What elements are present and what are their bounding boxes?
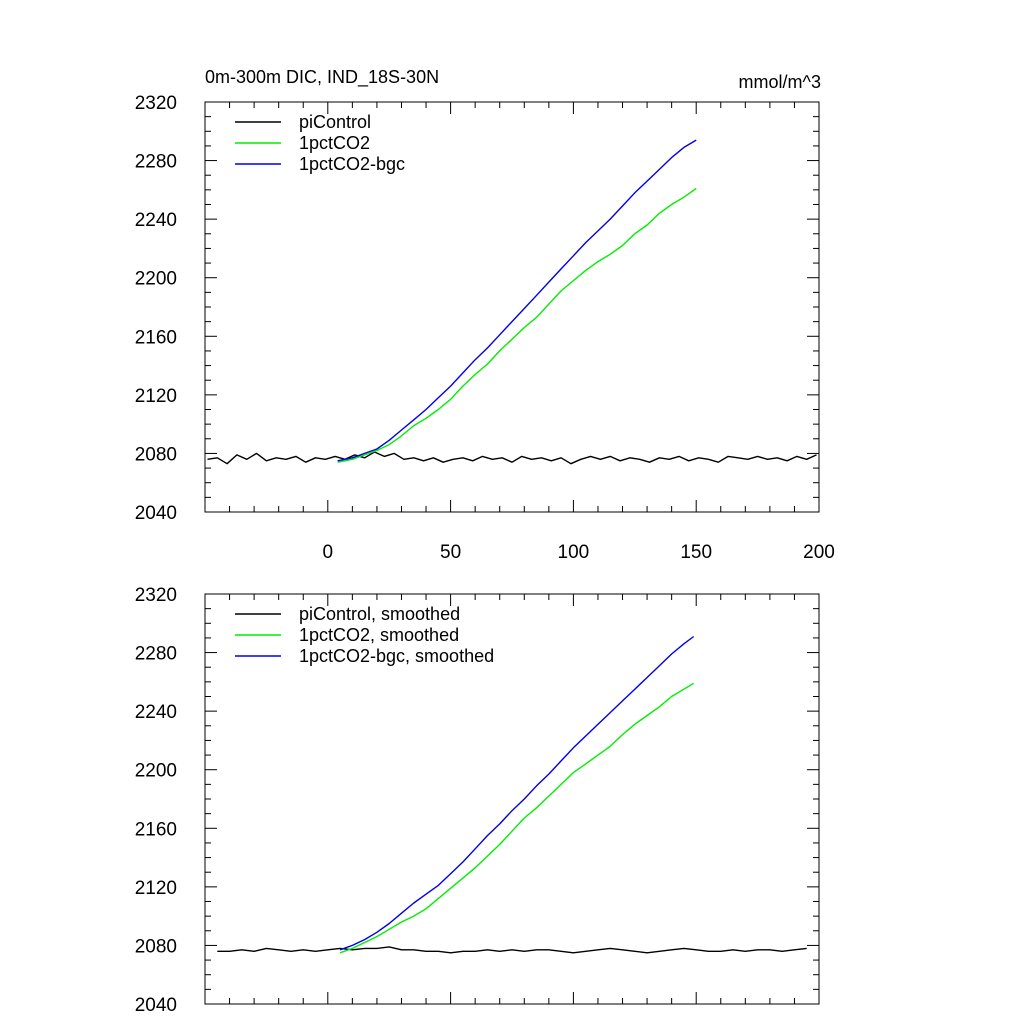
chart-1-xtick-label: 0	[323, 542, 334, 563]
chart-2-ytick-label: 2120	[135, 878, 177, 899]
chart-2-ytick-label: 2080	[135, 936, 177, 957]
chart-1-ytick-label: 2240	[135, 210, 177, 231]
chart-2-legend-label-2: 1pctCO2, smoothed	[299, 625, 459, 645]
chart-2-series-line-1	[217, 946, 807, 954]
chart-2-ytick-label: 2240	[135, 702, 177, 723]
chart-1-xtick-label: 50	[440, 542, 461, 563]
chart-1-ytick-label: 2120	[135, 386, 177, 407]
chart-2-legend-label-3: 1pctCO2-bgc, smoothed	[299, 646, 494, 666]
chart-1-legend-label-1: piControl	[299, 112, 371, 132]
chart-2-ytick-label: 2320	[135, 585, 177, 606]
chart-1-xtick-label: 200	[803, 542, 835, 563]
chart-1-xtick-label: 150	[680, 542, 712, 563]
chart-2-ytick-label: 2200	[135, 761, 177, 782]
chart-2-series-line-3	[339, 635, 695, 951]
chart-1-ytick-label: 2200	[135, 269, 177, 290]
chart-1-xtick-label: 100	[558, 542, 590, 563]
chart-2-series-line-2	[339, 682, 695, 954]
panels: 2040 2080 2120 2160 2200 2240 2280 2320 0 50 100 15…	[135, 67, 835, 1016]
chart-1-series-line-2	[337, 187, 697, 463]
chart-1-ytick-label: 2320	[135, 93, 177, 114]
chart-1-legend-label-3: 1pctCO2-bgc	[299, 154, 405, 174]
chart-2-ytick-label: 2160	[135, 819, 177, 840]
chart-1-units-label: mmol/m^3	[739, 72, 821, 92]
chart-1-ytick-label: 2080	[135, 444, 177, 465]
chart-1-panel: 2040 2080 2120 2160 2200 2240 2280 2320 0 50 100 15…	[135, 67, 835, 563]
chart-2-legend-label-1: piControl, smoothed	[299, 604, 460, 624]
chart-1-legend-label-2: 1pctCO2	[299, 133, 370, 153]
chart-1-ytick-label: 2040	[135, 503, 177, 524]
chart-1-series-line-3	[337, 139, 697, 462]
chart-2-panel: 2040 2080 2120 2160 2200 2240 2280 2320 piContro…	[135, 585, 820, 1016]
chart-1-ytick-label: 2160	[135, 327, 177, 348]
chart-2-ytick-label: 2040	[135, 995, 177, 1016]
chart-1-series-line-1	[207, 451, 817, 465]
chart-1-title: 0m-300m DIC, IND_18S-30N	[205, 67, 439, 88]
chart-2-ytick-label: 2280	[135, 644, 177, 665]
chart-1-ytick-label: 2280	[135, 152, 177, 173]
